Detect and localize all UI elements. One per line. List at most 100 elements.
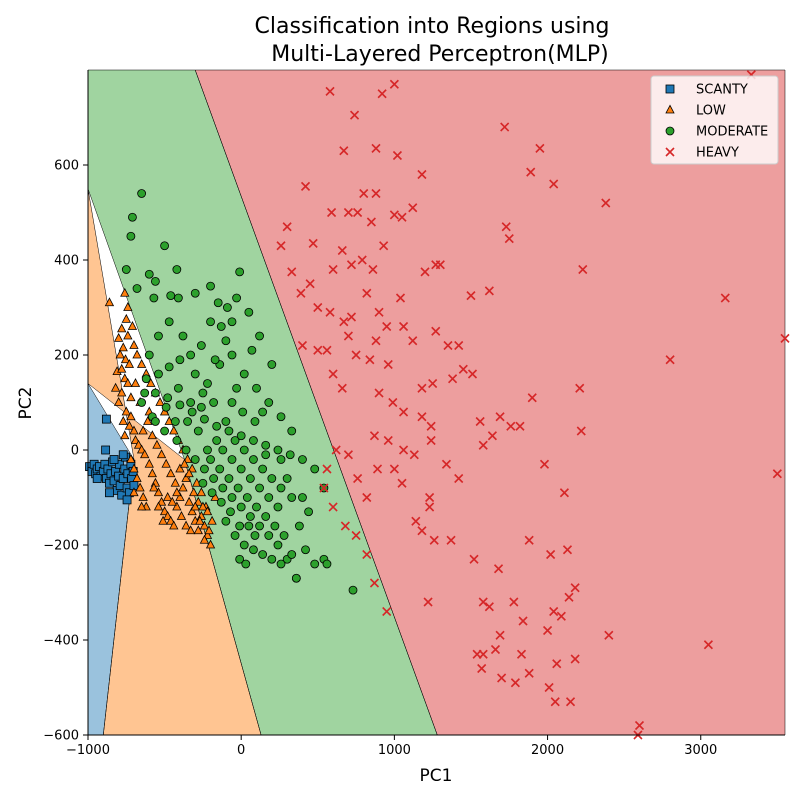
point-low (118, 416, 128, 425)
point-moderate (141, 374, 151, 384)
series-heavy (276, 70, 790, 740)
point-moderate (121, 265, 131, 274)
point-low (187, 506, 197, 516)
point-heavy (365, 355, 375, 365)
point-moderate (282, 474, 292, 483)
point-low (184, 468, 194, 478)
point-moderate (164, 362, 174, 372)
point-low (126, 411, 136, 421)
point-heavy (504, 234, 514, 244)
point-moderate (206, 317, 215, 327)
point-low (189, 487, 199, 497)
point-low (158, 515, 168, 525)
point-moderate (172, 436, 182, 445)
point-heavy (780, 333, 790, 343)
point-moderate (175, 400, 185, 410)
point-moderate (232, 383, 241, 393)
point-low (129, 463, 139, 473)
point-low (199, 520, 210, 530)
point-heavy (383, 359, 393, 370)
point-heavy (343, 450, 353, 460)
point-moderate (230, 436, 240, 445)
point-low (144, 458, 154, 468)
point-heavy (454, 340, 464, 351)
point-heavy (411, 516, 421, 526)
point-low (169, 520, 179, 530)
point-moderate (239, 445, 249, 455)
point-moderate (273, 445, 283, 455)
point-moderate (149, 293, 159, 303)
point-low (202, 506, 213, 516)
point-low (162, 492, 173, 501)
point-low (153, 501, 164, 511)
point-low (117, 387, 127, 397)
legend-item-heavy: HEAVY (665, 146, 739, 161)
point-moderate (273, 502, 283, 512)
x-tick-label: −1000 (66, 743, 110, 758)
y-tick-label: −600 (43, 729, 79, 744)
point-moderate (206, 281, 215, 291)
point-heavy (371, 143, 381, 153)
point-moderate (151, 388, 160, 398)
point-moderate (186, 350, 196, 360)
point-moderate (183, 417, 192, 426)
point-heavy (720, 293, 730, 303)
x-tick-label: 0 (237, 743, 245, 758)
point-low (138, 492, 148, 501)
point-low (175, 492, 185, 501)
point-heavy (417, 383, 427, 393)
point-low (169, 425, 179, 435)
point-moderate (161, 402, 171, 412)
point-moderate (267, 474, 277, 483)
point-heavy (297, 340, 308, 351)
point-moderate (196, 402, 206, 412)
legend-marker-moderate (665, 126, 675, 136)
point-moderate (224, 474, 234, 483)
point-moderate (267, 554, 277, 564)
point-moderate (178, 331, 188, 341)
point-heavy (441, 459, 452, 469)
x-tick-label: 3000 (684, 743, 717, 758)
point-moderate (241, 559, 251, 569)
point-heavy (425, 502, 435, 512)
point-heavy (417, 526, 427, 536)
point-moderate (160, 426, 169, 436)
point-moderate (252, 383, 261, 393)
point-heavy (362, 549, 372, 560)
point-moderate (298, 455, 307, 464)
point-heavy (509, 597, 519, 607)
point-heavy (377, 89, 387, 99)
point-heavy (546, 549, 556, 560)
point-heavy (343, 331, 353, 341)
point-moderate (209, 474, 219, 483)
point-moderate (250, 417, 260, 426)
point-heavy (371, 336, 381, 346)
point-heavy (351, 530, 361, 541)
point-low (207, 515, 217, 525)
point-low (199, 534, 210, 544)
point-low (113, 397, 124, 406)
point-low (120, 430, 130, 440)
point-heavy (552, 659, 562, 669)
point-moderate (242, 493, 252, 502)
point-low (121, 406, 131, 416)
point-low (140, 449, 150, 459)
legend-item-moderate: MODERATE (665, 125, 768, 140)
point-moderate (267, 360, 277, 369)
point-moderate (175, 355, 185, 365)
point-heavy (524, 668, 534, 678)
legend-item-low: LOW (665, 104, 726, 119)
point-heavy (398, 321, 409, 332)
point-moderate (245, 474, 255, 483)
point-low (126, 392, 136, 402)
point-moderate (144, 269, 154, 279)
point-heavy (374, 388, 384, 398)
point-heavy (426, 435, 436, 446)
point-low (149, 482, 159, 492)
point-moderate (227, 398, 237, 407)
point-low (167, 496, 177, 506)
point-low (117, 363, 127, 373)
point-low (129, 425, 139, 435)
point-heavy (443, 340, 453, 351)
point-low (172, 487, 182, 497)
